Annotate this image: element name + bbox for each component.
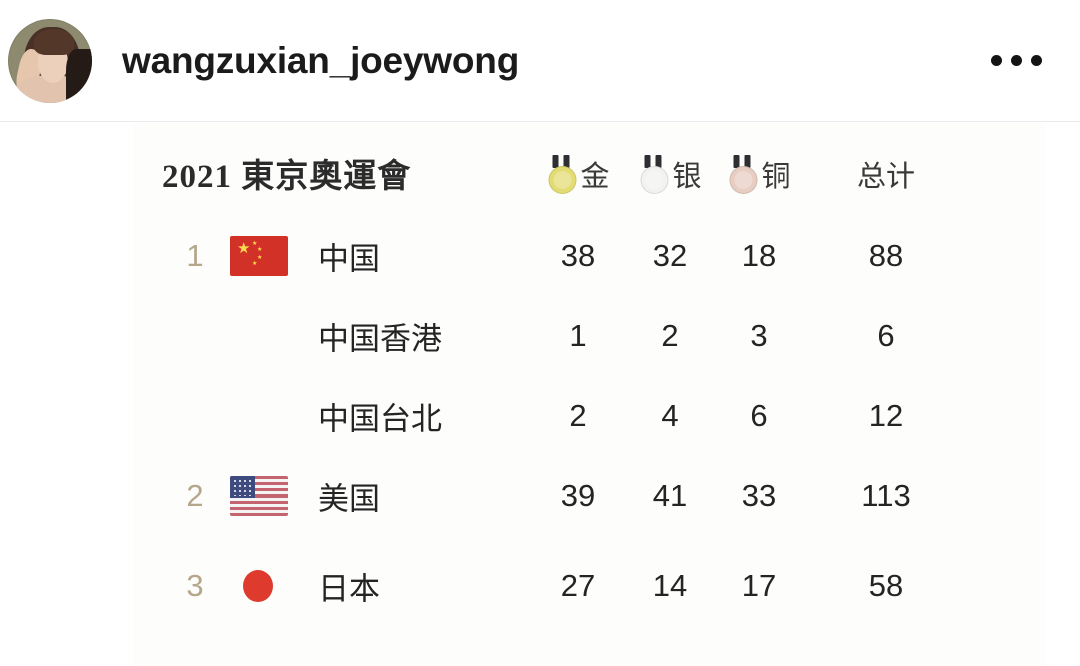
usa-flag-icon [230, 476, 288, 516]
medal-ribbon-right [655, 155, 662, 168]
table-row: 中国香港 1 2 3 6 [133, 296, 1045, 376]
flag-stripe [230, 488, 288, 492]
row-bronze-count: 33 [741, 478, 777, 513]
row-silver-count: 4 [661, 398, 679, 433]
row-bronze-count: 17 [741, 568, 777, 603]
column-header-label: 总计 [856, 161, 916, 193]
more-options-dot [1011, 55, 1022, 66]
table-row: 1 ★ ★ ★ ★ 中国 38 32 18 88 [133, 216, 1045, 296]
medal-table-title: 2021 東京奧運會 [162, 159, 412, 195]
post-header: wangzuxian_joeywong [0, 0, 1080, 122]
flag-star-small: ★ [252, 261, 258, 267]
column-header-gold: 金 [546, 153, 610, 195]
row-silver-count: 41 [652, 478, 688, 513]
column-header-label: 铜 [761, 161, 791, 193]
flag-stripe [230, 482, 288, 486]
silver-medal-icon [638, 155, 669, 194]
medal-ribbon-left [552, 155, 559, 168]
row-silver-count: 2 [661, 318, 679, 353]
row-total-count: 6 [877, 318, 895, 353]
row-silver-count: 14 [652, 568, 688, 603]
row-total-count: 113 [861, 478, 911, 513]
flag-star-small: ★ [252, 241, 258, 247]
row-country-name: 美国 [318, 481, 380, 517]
row-total-count: 58 [868, 568, 904, 603]
row-gold-count: 2 [569, 398, 587, 433]
medal-disc [729, 166, 758, 194]
row-bronze-count: 6 [750, 398, 768, 433]
column-header-silver: 银 [638, 153, 702, 195]
row-country-name: 中国 [318, 241, 380, 277]
row-rank: 1 [186, 238, 204, 273]
bronze-medal-icon [727, 155, 758, 194]
more-options-dot [991, 55, 1002, 66]
row-silver-count: 32 [652, 238, 688, 273]
avatar[interactable] [8, 18, 92, 103]
flag-sun-disc [243, 570, 273, 602]
japan-flag-icon [237, 566, 277, 606]
avatar-hair-front [34, 28, 74, 55]
medal-ribbon-left [733, 155, 740, 168]
username-label[interactable]: wangzuxian_joeywong [122, 39, 520, 81]
row-rank: 2 [186, 478, 204, 513]
column-header-label: 金 [580, 161, 610, 193]
medal-table-header-row: 2021 東京奧運會 [133, 123, 1045, 226]
flag-star-small: ★ [257, 255, 263, 261]
flag-stripe [230, 476, 288, 480]
more-options-dot [1031, 55, 1042, 66]
medal-ribbon-right [744, 155, 751, 168]
table-row: 3 日本 27 14 17 58 [133, 546, 1045, 626]
flag-stripe [230, 506, 288, 510]
row-gold-count: 39 [560, 478, 596, 513]
row-country-name: 中国香港 [318, 321, 442, 357]
row-bronze-count: 3 [750, 318, 768, 353]
row-rank: 3 [186, 568, 204, 603]
column-header-total: 总计 [857, 153, 915, 195]
column-header-label: 银 [672, 161, 702, 193]
medal-ribbon-left [644, 155, 651, 168]
flag-stripe [230, 512, 288, 516]
flag-canton [230, 476, 255, 498]
row-country-name: 日本 [318, 571, 380, 607]
avatar-background-dark [66, 48, 92, 103]
gold-medal-icon [546, 155, 577, 194]
table-row: 2 美国 39 41 33 113 [133, 456, 1045, 536]
flag-stripe [230, 494, 288, 498]
row-total-count: 88 [868, 238, 904, 273]
table-row: 中国台北 2 4 6 12 [133, 376, 1045, 456]
more-options-button[interactable] [983, 41, 1050, 80]
row-gold-count: 38 [560, 238, 596, 273]
row-bronze-count: 18 [741, 238, 777, 273]
flag-stripe [230, 500, 288, 504]
medal-ribbon-right [563, 155, 570, 168]
medal-disc [640, 166, 669, 194]
row-gold-count: 1 [569, 318, 587, 353]
column-header-bronze: 铜 [727, 153, 791, 195]
row-total-count: 12 [868, 398, 904, 433]
china-flag-icon: ★ ★ ★ ★ [230, 236, 288, 276]
medal-disc [548, 166, 577, 194]
row-gold-count: 27 [560, 568, 596, 603]
row-country-name: 中国台北 [318, 401, 442, 437]
flag-star-small: ★ [257, 247, 263, 253]
medal-table: 2021 東京奧運會 金银铜总计 1 ★ ★ ★ ★ 中国 38 32 18 88 中国香港 1 2 3 6… [133, 123, 1045, 666]
